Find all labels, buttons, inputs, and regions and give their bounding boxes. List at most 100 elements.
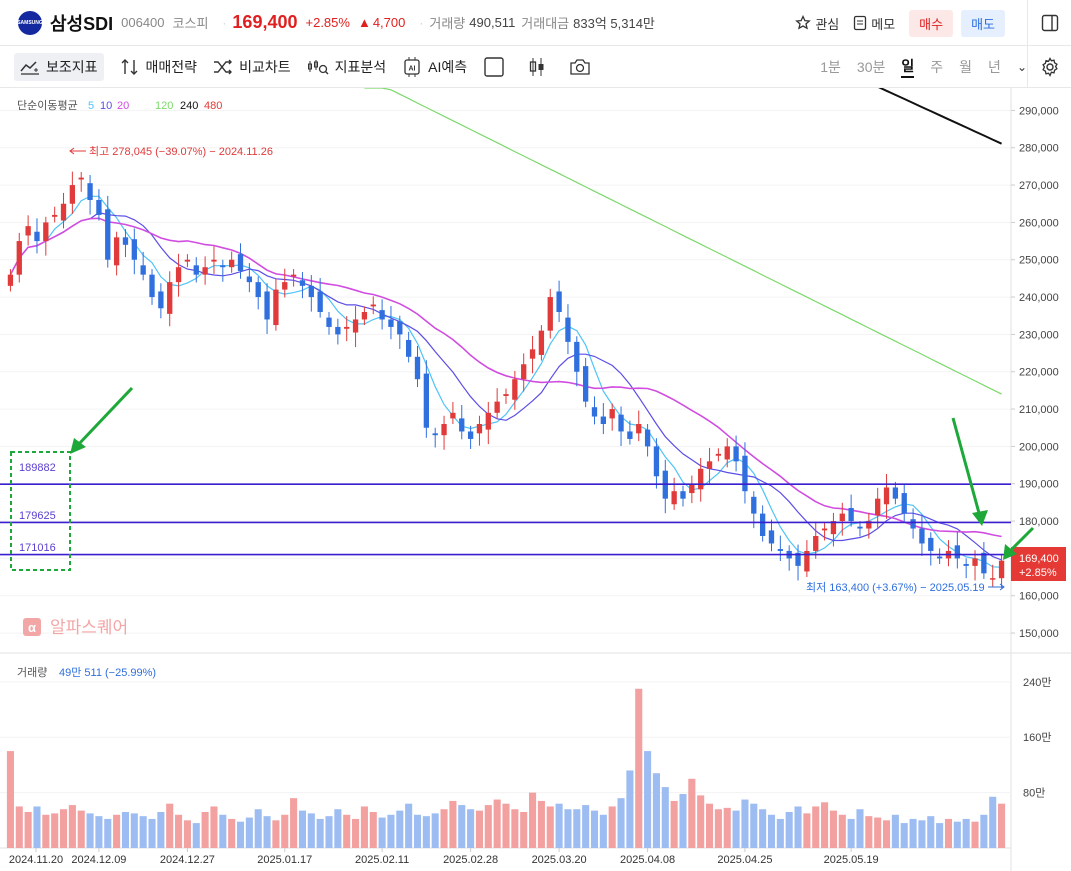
volume-bar [520,812,528,848]
x-tick-label: 2024.12.27 [160,854,215,866]
ma10-line [9,212,1002,561]
candle-body [839,513,845,522]
y-tick-label: 160,000 [1019,591,1059,603]
candle-body [317,291,323,312]
candle-body [981,552,987,574]
callout-arrowhead-3 [1003,544,1017,560]
volume-bar [166,803,174,848]
candle-type-button[interactable] [527,53,553,81]
memo-button[interactable]: 메모 [853,14,895,33]
analysis-icon [307,59,329,74]
moving-average-lines [9,88,1003,568]
callout-arrows [70,386,1035,560]
svg-text:α: α [28,620,36,635]
candle-body [370,304,376,307]
volume-bar [980,814,988,848]
period-month[interactable]: 월 [959,59,973,75]
ai-predict-label: AI예측 [428,58,468,75]
period-30min[interactable]: 30분 [856,59,886,75]
period-day[interactable]: 일 [901,56,915,78]
alphasquare-watermark: α 알파스퀘어 [23,618,128,637]
volume-title: 거래량 [17,666,47,679]
candle-body [600,416,606,424]
watch-button[interactable]: 관심 [795,14,839,33]
volume-bar [343,814,351,848]
candle-body [706,461,713,469]
x-tick-label: 2025.02.28 [443,854,498,866]
candle-body [795,552,801,566]
stock-code: 006400 [121,15,165,30]
indicator-button[interactable]: 보조지표 [14,52,104,81]
x-tick-label: 2024.11.20 [9,854,63,866]
volume-bar [564,809,572,848]
ma20-line [9,217,1002,538]
ma480-label: 480 [204,100,222,112]
candle-body [653,446,660,477]
volume-bar [352,818,360,848]
volume-bar [741,799,749,848]
volume-bar [546,806,554,848]
volume-bar [652,773,660,848]
volume-bar [644,751,652,848]
volume-bar [590,810,599,848]
candle-body [335,326,341,335]
volume-bar [936,823,944,848]
candle-body [229,259,235,268]
current-price-tag: 169,400 +2.85% [1011,547,1066,581]
buy-button[interactable]: 매수 [909,9,954,37]
settings-button[interactable] [1027,46,1071,88]
layout-button[interactable] [483,53,511,81]
candle-body [547,297,553,331]
x-tick-label: 2025.04.08 [620,854,675,866]
compare-button[interactable]: 비교차트 [213,53,291,81]
period-1min[interactable]: 1분 [820,59,841,75]
analysis-button[interactable]: 지표분석 [307,53,387,81]
indicator-icon [20,60,39,75]
candle-body [671,491,677,505]
candle-body [759,513,766,536]
period-year[interactable]: 년 [988,59,1001,75]
price-chart[interactable]: 290,000 280,000 270,000 260,000 250,000 240,0… [0,88,1071,871]
candlestick-icon [529,57,544,76]
volume-bar [661,787,669,848]
star-icon [795,15,812,30]
volume-bar [396,810,404,848]
candle-body [255,282,261,298]
candle-body [16,241,22,275]
ai-chip-icon: AI [404,56,420,77]
screenshot-button[interactable] [569,53,597,81]
volume-bar [511,809,519,848]
camera-icon [570,58,590,75]
candle-body [680,491,686,499]
candle-body [184,259,191,262]
side-panel-toggle[interactable] [1027,0,1071,46]
chevron-down-icon[interactable]: ⌄ [1016,60,1027,74]
y-tick-label: 150,000 [1019,628,1059,640]
candle-body [990,578,996,580]
y-tick-label: 180,000 [1019,516,1059,528]
candle-body [627,431,633,439]
candle-body [361,312,368,320]
volume-bar [59,809,68,848]
panel-icon [1041,14,1058,32]
sell-button[interactable]: 매도 [961,9,1005,37]
period-week[interactable]: 주 [930,59,944,75]
volume-bar [387,814,395,848]
volume-bar [42,814,50,848]
candle-body [485,412,491,430]
x-tick-label: 2025.02.11 [355,854,409,866]
strategy-button[interactable]: 매매전략 [120,53,197,81]
volume-bar [998,803,1006,848]
svg-text:AI: AI [409,65,416,72]
ai-predict-button[interactable]: AI AI예측 [402,53,467,81]
volume-bar [183,820,191,848]
volume-bar [750,803,758,848]
company-logo: SAMSUNG [17,10,43,35]
y-tick-label: 230,000 [1019,329,1059,341]
stock-name: 삼성SDI [50,13,114,34]
level-labels-box [10,451,71,571]
candle-body [875,498,881,516]
volume-bar [272,820,280,848]
analysis-label: 지표분석 [334,58,387,75]
candle-body [459,418,465,432]
